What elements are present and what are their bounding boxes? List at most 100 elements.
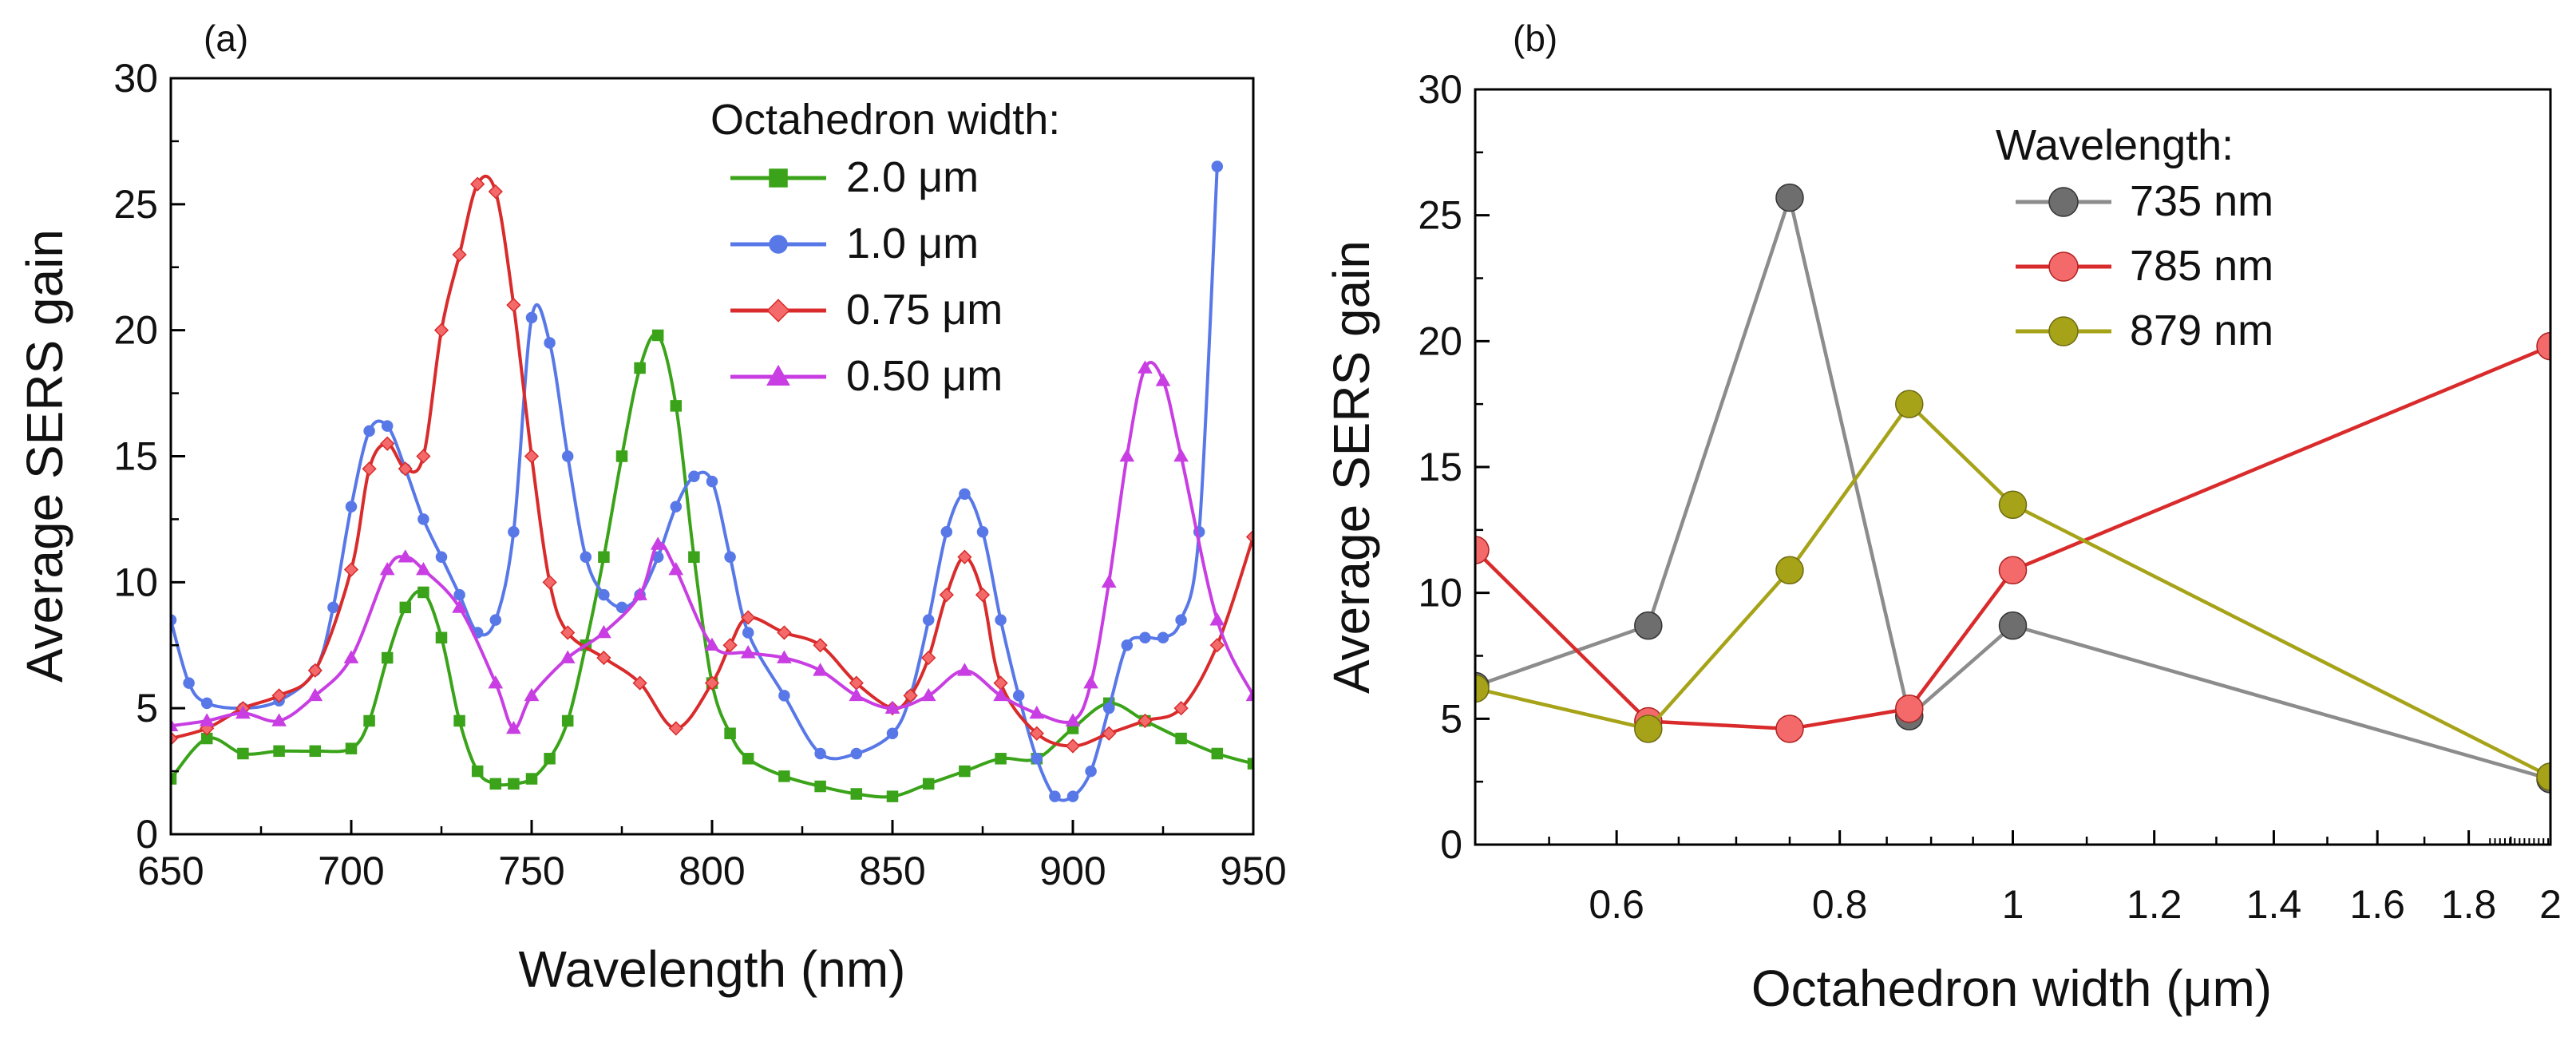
data-point-s0-2	[237, 747, 249, 760]
data-point-s2-5	[343, 562, 359, 577]
data-point-s1-22	[615, 601, 628, 614]
data-point-s1-3	[1895, 694, 1924, 723]
data-point-s3-1	[199, 713, 215, 726]
data-point-s3-17	[668, 561, 684, 576]
data-point-s0-28	[778, 770, 790, 782]
x-tick-label-4: 850	[859, 849, 925, 893]
x-tick-label-0: 650	[137, 849, 204, 893]
y-tick-label-4: 20	[113, 308, 158, 353]
x-tick-label-2: 1	[2002, 882, 2024, 927]
data-point-s2-2	[1775, 556, 1804, 585]
data-point-s1-6	[327, 601, 339, 614]
data-point-s0-17	[561, 714, 574, 727]
data-point-s2-21	[704, 675, 720, 691]
data-point-s0-39	[1175, 732, 1187, 745]
data-point-s3-3	[271, 713, 287, 726]
data-point-s2-37	[1138, 713, 1153, 729]
data-point-s3-5	[343, 650, 359, 663]
data-point-s1-11	[417, 513, 429, 525]
data-point-s2-0	[171, 730, 179, 746]
legend-label-2: 0.75 μm	[846, 286, 1003, 334]
data-point-s3-28	[1065, 713, 1081, 726]
x-tick-label-6: 1.8	[2441, 882, 2497, 927]
data-point-s2-7	[380, 436, 395, 451]
data-point-s2-32	[975, 587, 991, 603]
data-point-s2-5	[2536, 762, 2550, 791]
data-point-s3-10	[488, 675, 504, 689]
data-point-s0-14	[508, 778, 520, 790]
data-point-s3-35	[1209, 612, 1225, 626]
data-point-s1-25	[670, 501, 683, 513]
data-point-s0-32	[922, 778, 935, 790]
data-point-s3-13	[560, 650, 576, 663]
data-point-s2-30	[939, 587, 954, 603]
data-point-s1-29	[742, 627, 754, 639]
data-point-s1-20	[580, 551, 592, 564]
data-point-s1-46	[1121, 639, 1134, 651]
data-point-s3-9	[452, 600, 467, 613]
data-point-s2-13	[488, 184, 503, 200]
data-point-s3-2	[235, 705, 251, 719]
data-point-s2-40	[1245, 529, 1253, 544]
data-point-s0-13	[489, 778, 502, 790]
data-point-s0-23	[670, 400, 683, 412]
series-line-1	[1475, 344, 2550, 731]
data-point-s1-32	[850, 747, 863, 760]
data-point-s3-7	[398, 549, 414, 563]
data-point-s3-16	[650, 536, 666, 550]
data-point-s2-11	[452, 247, 467, 263]
data-point-s2-31	[957, 549, 972, 564]
x-tick-label-0: 0.6	[1589, 882, 1644, 927]
data-point-s3-23	[884, 700, 900, 714]
y-axis-label: Average SERS gain	[1323, 240, 1380, 694]
data-point-s0-4	[1998, 611, 2028, 640]
data-point-s3-31	[1119, 448, 1135, 462]
y-tick-label-5: 25	[1418, 193, 1462, 238]
data-point-s1-37	[959, 488, 971, 501]
data-point-s2-9	[416, 449, 431, 464]
data-point-s3-12	[524, 687, 540, 702]
data-point-s0-8	[399, 601, 412, 614]
data-point-s0-30	[850, 788, 863, 800]
legend-label-2: 879 nm	[2130, 307, 2273, 354]
series-line-0	[171, 332, 1253, 799]
data-point-s2-39	[1209, 638, 1225, 653]
data-point-s2-3	[1895, 390, 1924, 418]
x-tick-label-1: 0.8	[1812, 882, 1868, 927]
data-point-s1-36	[940, 525, 953, 538]
data-point-s3-27	[1029, 705, 1045, 719]
series-line-1	[171, 166, 1219, 802]
data-point-s2-22	[722, 638, 738, 653]
data-point-s3-32	[1138, 360, 1153, 374]
y-axis-label: Average SERS gain	[16, 229, 73, 683]
data-point-s1-0	[171, 614, 177, 626]
data-point-s2-3	[271, 688, 287, 703]
data-point-s0-16	[544, 753, 556, 765]
data-point-s1-2	[1775, 714, 1804, 743]
data-point-s0-5	[345, 742, 358, 754]
data-point-s3-6	[379, 561, 395, 576]
data-point-s1-18	[544, 337, 556, 349]
legend: Wavelength: 735 nm 785 nm 879 nm	[1996, 121, 2273, 354]
data-point-s1-33	[886, 727, 899, 739]
panel-label: (b)	[1513, 18, 1557, 59]
data-point-s0-1	[1634, 611, 1663, 640]
data-point-s3-22	[849, 687, 865, 702]
data-point-s0-0	[171, 773, 177, 785]
data-point-s0-12	[471, 765, 484, 778]
data-point-s1-43	[1066, 790, 1079, 802]
data-point-s2-15	[524, 449, 540, 464]
data-point-s2-23	[741, 610, 756, 625]
legend-marker-0	[2048, 187, 2079, 217]
legend-marker-1	[769, 235, 788, 254]
data-point-s3-4	[307, 687, 323, 702]
series-line-2	[171, 174, 1253, 748]
data-point-s2-18	[596, 650, 611, 666]
y-tick-label-2: 10	[1418, 571, 1462, 615]
x-axis-label: Wavelength (nm)	[519, 940, 906, 998]
series-line-2	[1475, 402, 2550, 778]
data-point-s2-12	[470, 176, 485, 192]
data-point-s0-7	[381, 651, 394, 664]
data-point-s2-24	[777, 625, 792, 640]
